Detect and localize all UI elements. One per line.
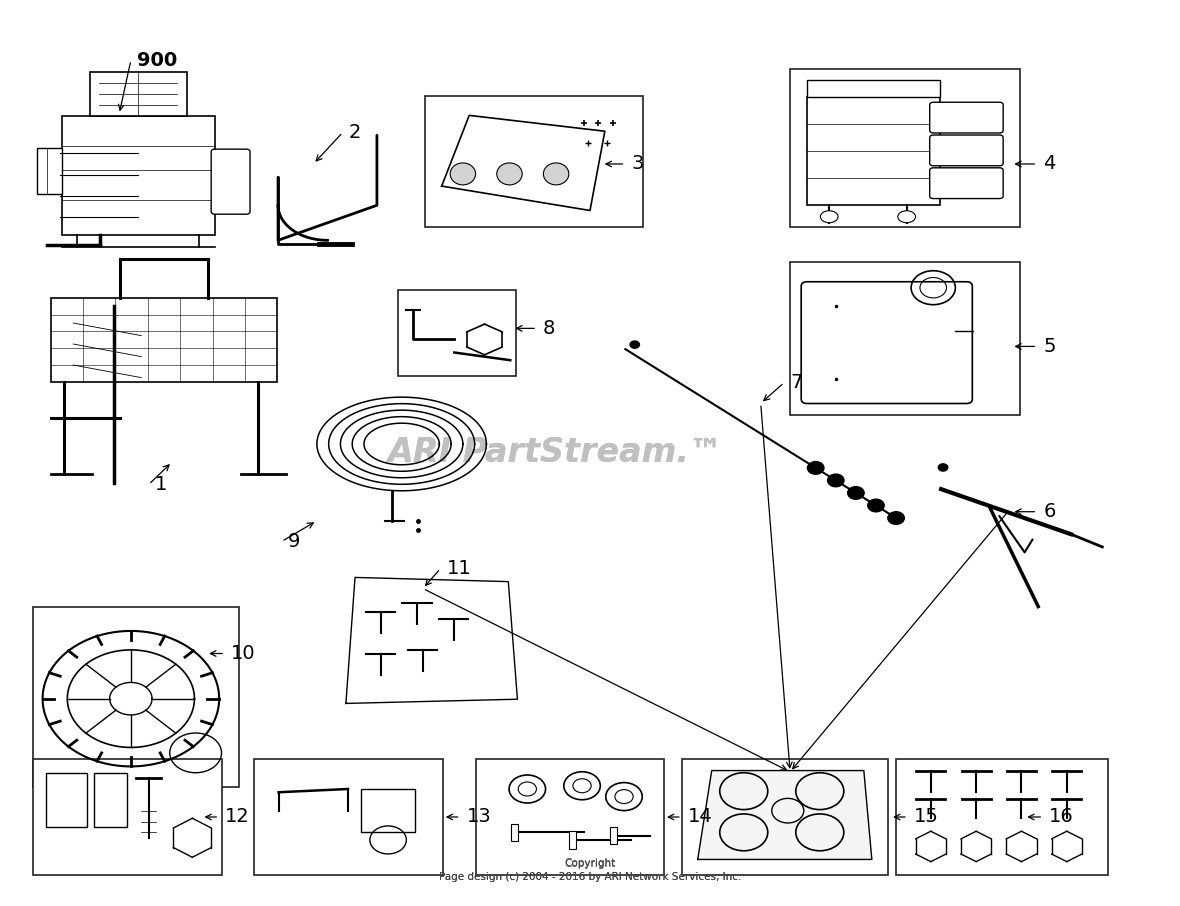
Ellipse shape [450,163,476,185]
Text: 7: 7 [791,373,802,392]
Bar [33,606,240,787]
Bar [896,759,1108,875]
FancyBboxPatch shape [930,168,1003,198]
FancyBboxPatch shape [801,282,972,403]
Text: 12: 12 [225,807,250,826]
Text: 4: 4 [1043,154,1056,173]
Bar [51,298,277,381]
Bar [46,773,86,827]
Ellipse shape [497,163,523,185]
Bar [791,69,1020,227]
Ellipse shape [898,211,916,223]
Polygon shape [441,115,605,210]
Text: 6: 6 [1043,502,1056,521]
Bar [398,291,516,376]
Circle shape [887,512,904,525]
Bar [93,773,126,827]
Polygon shape [697,771,872,860]
FancyBboxPatch shape [211,149,250,214]
Bar [476,759,664,875]
Text: 900: 900 [137,51,177,70]
Circle shape [938,464,948,471]
Bar [807,80,940,98]
Bar [33,759,222,875]
Text: 10: 10 [231,644,256,663]
Text: 14: 14 [688,807,713,826]
Text: 11: 11 [446,559,471,578]
Bar [63,116,215,236]
Text: 3: 3 [631,154,643,173]
Text: 2: 2 [348,123,361,142]
Text: 1: 1 [155,475,166,494]
FancyBboxPatch shape [361,789,415,833]
Text: ARI PartStream.™: ARI PartStream.™ [387,437,722,469]
Text: Copyright
Page design (c) 2004 - 2016 by ARI Network Services, Inc.: Copyright Page design (c) 2004 - 2016 by… [439,858,741,882]
Bar [610,827,617,844]
Text: 5: 5 [1043,337,1056,356]
Bar [90,72,188,116]
Circle shape [827,474,844,487]
Bar [511,824,518,841]
Text: 8: 8 [543,319,556,338]
Circle shape [630,341,640,348]
Bar [37,149,63,194]
Circle shape [807,461,824,474]
Ellipse shape [820,211,838,223]
Text: 16: 16 [1049,807,1074,826]
Bar [425,96,643,227]
Circle shape [847,487,864,499]
Bar [807,98,940,205]
Text: Copyright
Page design (c) 2004 - 2016 by ARI Network Services, Inc.: Copyright Page design (c) 2004 - 2016 by… [439,859,741,882]
Bar [791,262,1020,415]
Ellipse shape [543,163,569,185]
FancyBboxPatch shape [930,135,1003,166]
Text: 13: 13 [466,807,491,826]
Text: 15: 15 [913,807,938,826]
Bar [682,759,887,875]
Circle shape [867,499,884,512]
Text: 9: 9 [288,532,300,551]
Bar [255,759,442,875]
Text: ARI PartStream.™: ARI PartStream.™ [387,437,722,469]
Bar [570,832,577,849]
FancyBboxPatch shape [930,102,1003,133]
